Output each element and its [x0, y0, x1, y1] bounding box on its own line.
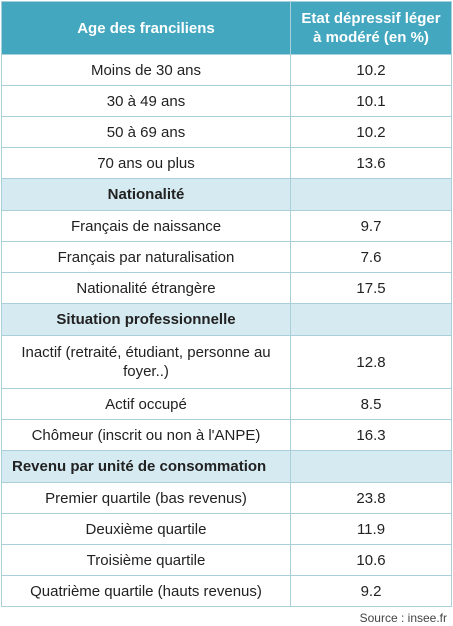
row-label: Troisième quartile: [1, 544, 291, 576]
row-label: Moins de 30 ans: [1, 54, 291, 86]
row-value: 11.9: [290, 513, 452, 545]
table-row: 30 à 49 ans 10.1: [1, 85, 452, 117]
section-empty-cell: [290, 303, 452, 336]
row-value: 12.8: [290, 335, 452, 389]
row-label: Deuxième quartile: [1, 513, 291, 545]
row-value: 16.3: [290, 419, 452, 451]
row-value: 10.1: [290, 85, 452, 117]
row-value: 10.2: [290, 116, 452, 148]
row-label: Premier quartile (bas revenus): [1, 482, 291, 514]
row-label: Actif occupé: [1, 388, 291, 420]
section-header-nationality: Nationalité: [1, 178, 452, 211]
row-value: 8.5: [290, 388, 452, 420]
source-note: Source : insee.fr: [359, 611, 447, 625]
table-row: 70 ans ou plus 13.6: [1, 147, 452, 179]
header-age: Age des franciliens: [1, 1, 291, 55]
row-label: Chômeur (inscrit ou non à l'ANPE): [1, 419, 291, 451]
table-row: Inactif (retraité, étudiant, personne au…: [1, 335, 452, 389]
row-value: 23.8: [290, 482, 452, 514]
table-row: Nationalité étrangère 17.5: [1, 272, 452, 304]
row-value: 10.6: [290, 544, 452, 576]
row-value: 13.6: [290, 147, 452, 179]
table-row: 50 à 69 ans 10.2: [1, 116, 452, 148]
row-label: 50 à 69 ans: [1, 116, 291, 148]
table-row: Chômeur (inscrit ou non à l'ANPE) 16.3: [1, 419, 452, 451]
row-label: Français par naturalisation: [1, 241, 291, 273]
section-title: Nationalité: [1, 178, 291, 211]
row-value: 10.2: [290, 54, 452, 86]
depression-table: Age des franciliens Etat dépressif léger…: [1, 1, 452, 607]
row-value: 17.5: [290, 272, 452, 304]
table-row: Actif occupé 8.5: [1, 388, 452, 420]
table-row: Deuxième quartile 11.9: [1, 513, 452, 545]
section-empty-cell: [290, 450, 452, 483]
row-value: 9.2: [290, 575, 452, 607]
row-label: Inactif (retraité, étudiant, personne au…: [1, 335, 291, 389]
row-label: Français de naissance: [1, 210, 291, 242]
table-row: Premier quartile (bas revenus) 23.8: [1, 482, 452, 514]
section-empty-cell: [290, 178, 452, 211]
section-header-employment: Situation professionnelle: [1, 303, 452, 336]
row-value: 7.6: [290, 241, 452, 273]
section-header-income: Revenu par unité de consommation: [1, 450, 452, 483]
header-row: Age des franciliens Etat dépressif léger…: [1, 1, 452, 55]
section-title: Revenu par unité de consommation: [1, 450, 291, 483]
table-row: Français de naissance 9.7: [1, 210, 452, 242]
table-row: Quatrième quartile (hauts revenus) 9.2: [1, 575, 452, 607]
header-depression-rate: Etat dépressif léger à modéré (en %): [290, 1, 452, 55]
table-row: Troisième quartile 10.6: [1, 544, 452, 576]
row-label: Quatrième quartile (hauts revenus): [1, 575, 291, 607]
row-label: Nationalité étrangère: [1, 272, 291, 304]
row-label: 70 ans ou plus: [1, 147, 291, 179]
table-row: Moins de 30 ans 10.2: [1, 54, 452, 86]
section-title: Situation professionnelle: [1, 303, 291, 336]
row-value: 9.7: [290, 210, 452, 242]
table-row: Français par naturalisation 7.6: [1, 241, 452, 273]
row-label: 30 à 49 ans: [1, 85, 291, 117]
